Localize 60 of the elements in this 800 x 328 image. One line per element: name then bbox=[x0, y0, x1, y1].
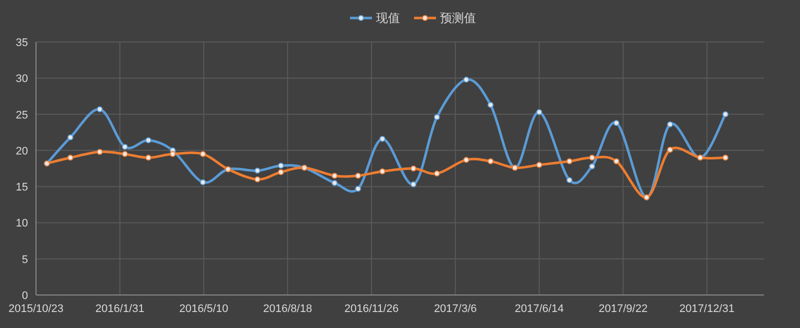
point bbox=[67, 154, 74, 161]
point bbox=[254, 168, 260, 174]
x-tick-label: 2016/8/18 bbox=[263, 303, 312, 315]
point bbox=[96, 106, 103, 112]
y-tick-label: 15 bbox=[16, 182, 28, 194]
point bbox=[278, 162, 284, 169]
point bbox=[667, 121, 674, 128]
point bbox=[463, 156, 470, 163]
point bbox=[122, 151, 128, 158]
x-tick-label: 2016/5/10 bbox=[179, 303, 228, 315]
point bbox=[278, 169, 284, 176]
point bbox=[613, 158, 620, 164]
point bbox=[488, 158, 494, 164]
point bbox=[379, 168, 386, 174]
x-tick-label: 2016/11/26 bbox=[344, 303, 399, 315]
point bbox=[332, 180, 338, 186]
point bbox=[488, 102, 494, 108]
point bbox=[410, 181, 416, 188]
point bbox=[200, 179, 206, 186]
x-tick-label: 2017/9/22 bbox=[598, 303, 648, 315]
point bbox=[145, 137, 152, 144]
y-tick-label: 25 bbox=[16, 109, 28, 122]
x-tick-label: 2017/3/6 bbox=[434, 303, 477, 315]
point bbox=[122, 144, 128, 150]
point bbox=[566, 177, 572, 184]
point bbox=[536, 109, 542, 116]
point bbox=[613, 120, 620, 126]
point bbox=[254, 176, 260, 182]
y-tick-label: 10 bbox=[16, 218, 28, 230]
y-tick-label: 30 bbox=[16, 73, 28, 86]
point bbox=[722, 154, 728, 161]
point bbox=[379, 136, 386, 142]
point bbox=[355, 186, 362, 192]
x-tick-label: 2017/6/14 bbox=[514, 303, 564, 315]
point bbox=[589, 163, 596, 170]
point bbox=[170, 151, 176, 158]
point bbox=[566, 158, 572, 164]
point bbox=[667, 146, 674, 153]
legend-label: 预测值 bbox=[440, 11, 476, 25]
point bbox=[589, 154, 596, 161]
point bbox=[67, 134, 74, 140]
point bbox=[463, 76, 470, 83]
point bbox=[536, 162, 542, 168]
point bbox=[96, 148, 103, 155]
y-tick-label: 20 bbox=[16, 145, 28, 158]
point bbox=[145, 154, 152, 161]
x-tick-label: 2015/10/23 bbox=[8, 303, 64, 315]
point bbox=[410, 166, 416, 172]
point bbox=[200, 151, 206, 158]
y-tick-label: 0 bbox=[22, 290, 28, 302]
y-tick-label: 5 bbox=[22, 254, 28, 266]
point bbox=[434, 170, 440, 177]
point bbox=[722, 111, 728, 118]
y-tick-label: 35 bbox=[16, 37, 28, 49]
legend-label: 现值 bbox=[376, 11, 400, 25]
point bbox=[332, 172, 338, 179]
point bbox=[355, 172, 362, 179]
x-tick-label: 2017/12/31 bbox=[679, 303, 734, 315]
x-tick-label: 2016/1/31 bbox=[95, 303, 144, 315]
point bbox=[434, 114, 440, 120]
